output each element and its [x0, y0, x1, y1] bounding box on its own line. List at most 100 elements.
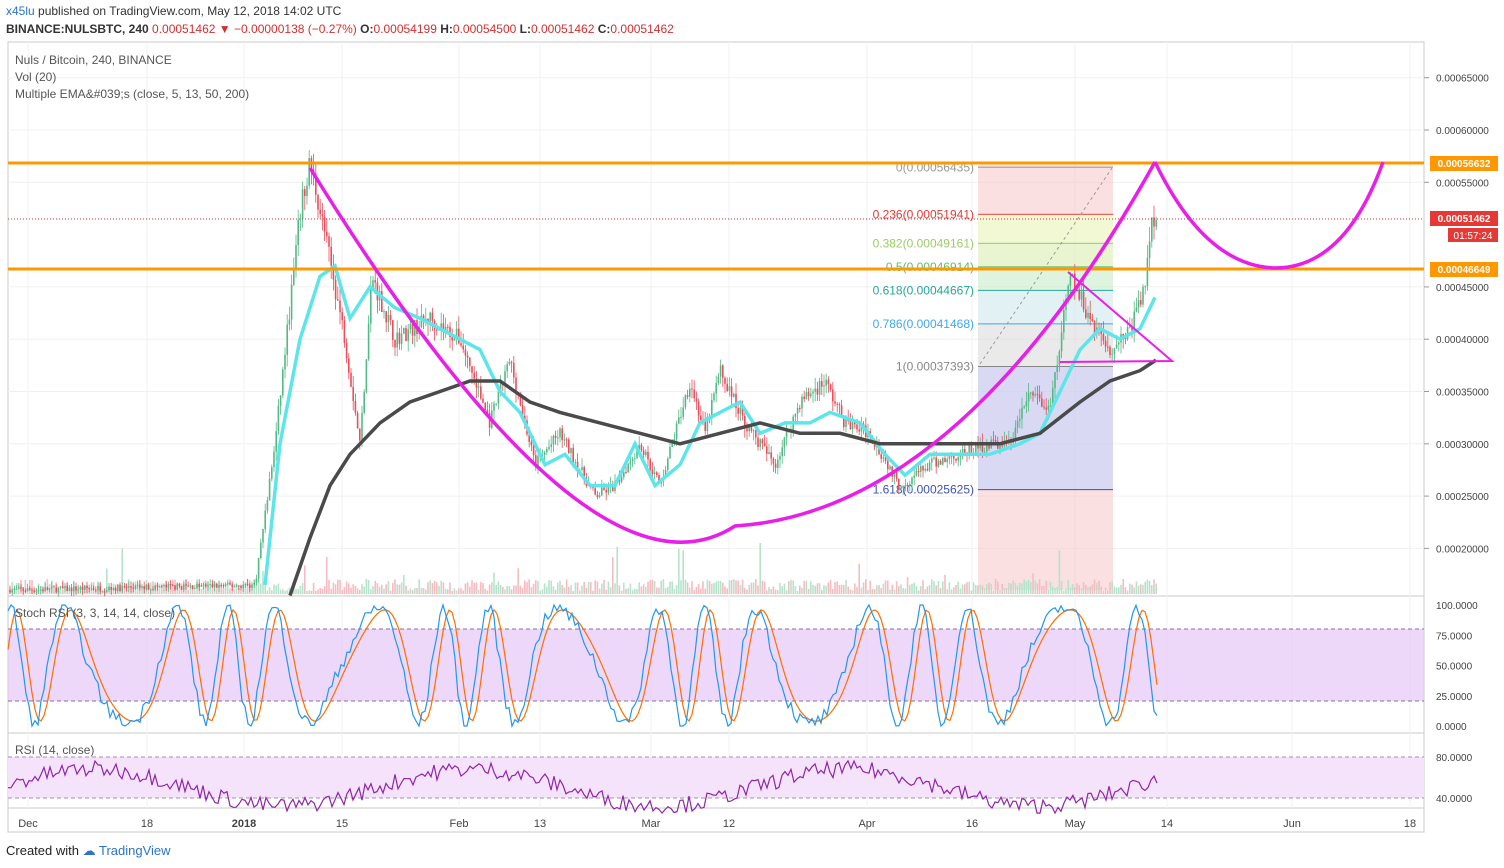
candle-body — [739, 407, 742, 414]
volume-bar — [255, 583, 258, 594]
time-axis[interactable]: Dec 18 2018 15 Feb 13 Mar 12 Apr 16 May 14 Jun 18 — [18, 818, 1416, 830]
candle-body — [321, 214, 324, 217]
candle-body — [834, 401, 836, 404]
candle-body — [697, 401, 700, 416]
volume-bar — [532, 583, 535, 594]
volume-bar — [638, 582, 640, 594]
candle-body — [548, 447, 550, 450]
candle-body — [1041, 398, 1043, 407]
candle-body — [79, 587, 82, 590]
fib-zone-ext — [978, 490, 1113, 590]
volume-bar — [1067, 580, 1069, 594]
volume-bar — [713, 582, 715, 594]
candle-body — [510, 361, 513, 363]
volume-bar — [488, 584, 491, 594]
candle-body — [185, 584, 187, 586]
candle-body — [1148, 241, 1151, 258]
handle-projection-curve[interactable] — [1153, 161, 1385, 270]
candle-body — [810, 393, 812, 397]
username[interactable]: x45lu — [6, 4, 35, 18]
candle-body — [37, 589, 40, 591]
candle-body — [766, 446, 768, 454]
candle-body — [596, 494, 599, 497]
volume-bar — [583, 581, 585, 594]
candle-body — [779, 456, 781, 460]
volume-bar — [46, 579, 49, 594]
volume-bar — [246, 579, 249, 594]
candle-body — [653, 472, 656, 474]
volume-legend: Vol (20) — [15, 70, 57, 84]
volume-bar — [662, 579, 665, 594]
volume-bar — [1115, 587, 1118, 594]
candle-body — [92, 588, 95, 590]
volume-bar — [658, 587, 660, 594]
candle-body — [524, 415, 526, 421]
volume-bar — [1074, 587, 1076, 594]
candle-body — [658, 475, 660, 484]
volume-bar — [348, 583, 350, 594]
volume-bar — [121, 548, 123, 594]
volume-bar — [719, 580, 722, 594]
price-axis[interactable]: 0.00065000 0.00060000 0.00055000 0.00045000… — [1424, 74, 1489, 805]
volume-bar — [891, 584, 893, 594]
volume-bar — [741, 579, 744, 594]
volume-bar — [882, 583, 885, 594]
volume-bar — [178, 585, 181, 594]
candle-body — [543, 452, 546, 455]
volume-bar — [691, 581, 693, 594]
candle-body — [255, 578, 258, 583]
volume-bar — [990, 583, 992, 594]
brand-link[interactable]: TradingView — [99, 843, 171, 858]
volume-bar — [1021, 583, 1023, 594]
candle-body — [117, 584, 119, 591]
volume-bar — [172, 579, 174, 594]
volume-bar — [150, 582, 152, 594]
candle-body — [233, 586, 236, 588]
volume-bar — [1036, 583, 1039, 594]
candle-body — [141, 586, 143, 588]
candle-body — [755, 430, 757, 438]
candle-body — [1122, 333, 1124, 338]
candle-body — [970, 445, 973, 454]
candle-body — [532, 445, 535, 456]
volume-bar — [389, 590, 392, 594]
volume-bar — [972, 582, 975, 594]
volume-bar — [359, 589, 361, 594]
candle-body — [163, 584, 165, 587]
candle-body — [860, 423, 863, 432]
volume-bar — [396, 584, 398, 594]
volume-bar — [812, 584, 814, 594]
candle-body — [1085, 309, 1087, 318]
candle-body — [838, 404, 841, 406]
volume-bar — [405, 585, 407, 594]
candle-body — [944, 457, 946, 463]
cup-curve[interactable] — [308, 161, 1157, 544]
fib-retracement[interactable]: 0(0.00056435)0.236(0.00051941)0.382(0.00… — [873, 160, 1113, 590]
volume-bar — [858, 563, 860, 594]
volume-bar — [814, 585, 816, 594]
candle-body — [803, 396, 805, 400]
candle-body — [917, 470, 920, 472]
candle-body — [781, 447, 783, 457]
c-label: C: — [597, 22, 611, 36]
candle-body — [656, 472, 658, 476]
volume-bar — [1080, 588, 1083, 594]
triangle-pattern[interactable] — [1059, 271, 1175, 363]
candle-body — [1104, 340, 1107, 347]
rsi-line — [7, 759, 1158, 815]
candle-body — [253, 582, 255, 585]
candle-body — [123, 585, 126, 587]
volume-bar — [550, 580, 552, 594]
candle-body — [449, 326, 451, 338]
fib-label: 0.786(0.00041468) — [873, 317, 974, 331]
candle-body — [836, 403, 838, 405]
candle-body — [95, 589, 97, 591]
candle-body — [1027, 392, 1030, 402]
candle-body — [42, 589, 44, 592]
candle-body — [508, 361, 511, 365]
badge-current-text: 0.00051462 — [1438, 214, 1491, 225]
candle-body — [493, 403, 495, 411]
volume-bar — [911, 583, 913, 594]
candle-body — [1107, 346, 1109, 348]
